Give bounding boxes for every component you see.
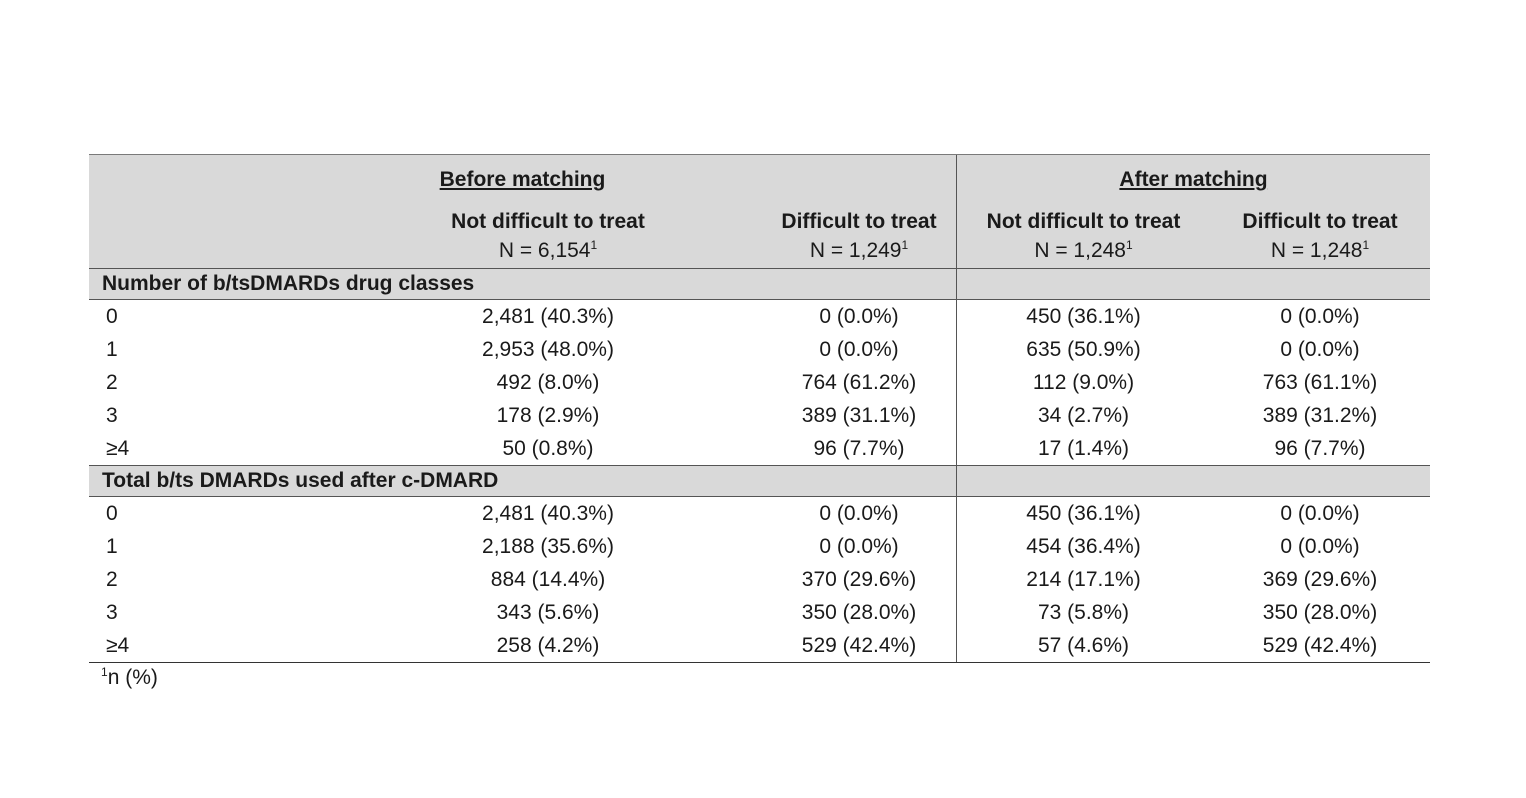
table-cell: 884 (14.4%) <box>490 568 606 591</box>
table-cell: 2,481 (40.3%) <box>482 502 614 525</box>
row-label: ≥4 <box>106 437 130 460</box>
table-cell: 2,953 (48.0%) <box>482 338 614 361</box>
column-header: Difficult to treat N = 1,2481 <box>1210 207 1430 265</box>
table-cell: 50 (0.8%) <box>502 437 594 460</box>
table-cell: 0 (0.0%) <box>819 502 899 525</box>
column-header: Not difficult to treat N = 1,2481 <box>957 207 1210 265</box>
table-cell: 450 (36.1%) <box>956 300 1210 333</box>
table-row: 0 2,481 (40.3%) 0 (0.0%) 450 (36.1%) 0 (0.0%… <box>89 497 1430 530</box>
table-cell: 0 (0.0%) <box>1280 535 1360 558</box>
row-label: 3 <box>106 601 118 624</box>
table-cell: 112 (9.0%) <box>956 366 1210 399</box>
table-cell: 763 (61.1%) <box>1262 371 1378 394</box>
table-cell: 370 (29.6%) <box>801 568 917 591</box>
after-matching-group: After matching Not difficult to treat N … <box>956 155 1430 268</box>
table-cell: 214 (17.1%) <box>956 563 1210 596</box>
table-cell: 57 (4.6%) <box>956 629 1210 662</box>
column-header: Not difficult to treat N = 6,1541 <box>334 207 762 265</box>
table-cell: 2,481 (40.3%) <box>482 305 614 328</box>
table-cell: 454 (36.4%) <box>956 530 1210 563</box>
table-cell: 96 (7.7%) <box>1274 437 1366 460</box>
table-cell: 0 (0.0%) <box>819 535 899 558</box>
table-cell: 635 (50.9%) <box>956 333 1210 366</box>
row-label: 0 <box>106 305 118 328</box>
table-row: 2 884 (14.4%) 370 (29.6%) 214 (17.1%) 369 (2… <box>89 563 1430 596</box>
section-title: Total b/ts DMARDs used after c-DMARD <box>102 469 499 492</box>
table-cell: 389 (31.2%) <box>1262 404 1378 427</box>
row-label: ≥4 <box>106 634 130 657</box>
footnote: 1n (%) <box>101 665 158 689</box>
row-label: 2 <box>106 568 118 591</box>
before-matching-title: Before matching <box>439 168 606 191</box>
table-cell: 0 (0.0%) <box>819 338 899 361</box>
table-cell: 529 (42.4%) <box>801 634 917 657</box>
table-cell: 343 (5.6%) <box>496 601 600 624</box>
column-n: N = 1,2481 <box>1270 238 1370 262</box>
row-label: 2 <box>106 371 118 394</box>
table-cell: 492 (8.0%) <box>496 371 600 394</box>
table-cell: 34 (2.7%) <box>956 399 1210 432</box>
table-cell: 73 (5.8%) <box>956 596 1210 629</box>
table-cell: 450 (36.1%) <box>956 497 1210 530</box>
table-cell: 0 (0.0%) <box>819 305 899 328</box>
table-row: ≥4 258 (4.2%) 529 (42.4%) 57 (4.6%) 529 (42.… <box>89 629 1430 662</box>
table-row: 0 2,481 (40.3%) 0 (0.0%) 450 (36.1%) 0 (0.0%… <box>89 300 1430 333</box>
row-label: 3 <box>106 404 118 427</box>
table-cell: 350 (28.0%) <box>1262 601 1378 624</box>
column-label: Difficult to treat <box>781 210 937 233</box>
table-cell: 17 (1.4%) <box>956 432 1210 465</box>
row-label: 0 <box>106 502 118 525</box>
section-title: Number of b/tsDMARDs drug classes <box>102 272 475 295</box>
row-label: 1 <box>106 338 118 361</box>
table-cell: 0 (0.0%) <box>1280 338 1360 361</box>
column-n: N = 6,1541 <box>498 238 598 262</box>
section-spacer <box>956 466 1430 496</box>
after-matching-title: After matching <box>1119 168 1268 191</box>
table-cell: 2,188 (35.6%) <box>482 535 614 558</box>
table-row: 3 178 (2.9%) 389 (31.1%) 34 (2.7%) 389 (31.2… <box>89 399 1430 432</box>
section-header: Number of b/tsDMARDs drug classes <box>89 269 1430 300</box>
column-label: Not difficult to treat <box>986 210 1181 233</box>
table-body: Number of b/tsDMARDs drug classes 0 2,481 … <box>89 269 1430 662</box>
before-matching-group: Before matching Not difficult to treat N… <box>89 155 956 268</box>
column-n: N = 1,2491 <box>809 238 909 262</box>
table-row: 2 492 (8.0%) 764 (61.2%) 112 (9.0%) 763 (61.… <box>89 366 1430 399</box>
data-table: Before matching Not difficult to treat N… <box>89 154 1430 663</box>
section-header: Total b/ts DMARDs used after c-DMARD <box>89 465 1430 497</box>
table-row: 1 2,953 (48.0%) 0 (0.0%) 635 (50.9%) 0 (0.0%… <box>89 333 1430 366</box>
column-header: Difficult to treat N = 1,2491 <box>762 207 956 265</box>
table-row: ≥4 50 (0.8%) 96 (7.7%) 17 (1.4%) 96 (7.7%) <box>89 432 1430 465</box>
table-cell: 529 (42.4%) <box>1262 634 1378 657</box>
row-label: 1 <box>106 535 118 558</box>
table-cell: 389 (31.1%) <box>801 404 917 427</box>
table-cell: 0 (0.0%) <box>1280 502 1360 525</box>
table-row: 3 343 (5.6%) 350 (28.0%) 73 (5.8%) 350 (28.0… <box>89 596 1430 629</box>
table-header: Before matching Not difficult to treat N… <box>89 155 1430 269</box>
column-n: N = 1,2481 <box>1034 238 1133 262</box>
section-spacer <box>956 269 1430 299</box>
table-cell: 369 (29.6%) <box>1262 568 1378 591</box>
table-cell: 0 (0.0%) <box>1280 305 1360 328</box>
table-cell: 764 (61.2%) <box>801 371 917 394</box>
table-cell: 258 (4.2%) <box>496 634 600 657</box>
table-cell: 350 (28.0%) <box>801 601 917 624</box>
column-label: Difficult to treat <box>1242 210 1398 233</box>
table-row: 1 2,188 (35.6%) 0 (0.0%) 454 (36.4%) 0 (0.0%… <box>89 530 1430 563</box>
table-cell: 178 (2.9%) <box>496 404 600 427</box>
column-label: Not difficult to treat <box>451 210 645 233</box>
table-cell: 96 (7.7%) <box>813 437 905 460</box>
